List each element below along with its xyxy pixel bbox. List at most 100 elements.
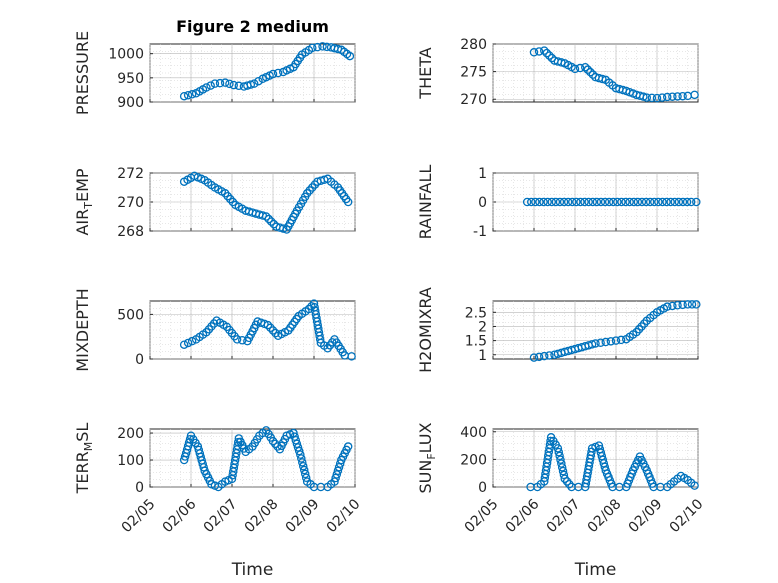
x-tick-label: 02/05: [119, 496, 159, 536]
data-point: [299, 465, 309, 475]
data-point: [225, 79, 234, 89]
data-point: [645, 197, 655, 207]
data-point: [343, 197, 353, 207]
data-point: [315, 335, 325, 344]
data-point: [633, 197, 643, 207]
data-point: [264, 214, 273, 224]
data-point: [297, 454, 306, 463]
data-point: [529, 48, 539, 57]
data-point: [639, 92, 648, 101]
data-point: [683, 300, 693, 309]
data-point: [345, 51, 355, 61]
data-point: [609, 197, 618, 207]
data-point: [187, 90, 197, 99]
data-point: [547, 197, 557, 207]
data-point: [690, 481, 699, 490]
x-tick-label: 02/06: [503, 496, 543, 536]
data-point: [673, 92, 682, 101]
data-point: [632, 327, 641, 337]
data-point: [557, 459, 566, 468]
data-point: [611, 336, 621, 345]
data-point: [202, 83, 211, 92]
data-point: [234, 81, 244, 91]
data-point: [535, 197, 544, 207]
data-point: [650, 197, 659, 207]
data-point: [540, 351, 549, 361]
data-point: [293, 443, 303, 452]
data-point: [639, 319, 649, 328]
y-tick-label: 272: [117, 166, 144, 182]
data-point: [557, 58, 566, 67]
data-point: [278, 224, 288, 233]
data-point: [301, 473, 311, 483]
data-point: [678, 197, 688, 207]
data-point: [591, 339, 600, 348]
data-point: [534, 352, 544, 362]
data-point: [637, 197, 647, 207]
data-point: [531, 197, 540, 207]
subplot-mixdepth: 0 500 MIXDEPTH: [73, 288, 356, 372]
y-tick-label: 280: [460, 37, 487, 53]
data-point: [637, 322, 646, 331]
x-tick-label: 02/08: [585, 496, 625, 536]
data-point: [668, 301, 677, 311]
data-point: [246, 80, 256, 89]
data-point: [179, 340, 189, 349]
data-point: [290, 432, 299, 441]
data-point: [601, 337, 611, 347]
data-point: [598, 74, 607, 84]
y-tick-label: 0: [478, 195, 487, 211]
data-point: [300, 469, 310, 479]
y-tick-label: 400: [460, 425, 487, 441]
data-point: [678, 300, 687, 310]
data-point: [575, 63, 585, 73]
data-point: [254, 76, 263, 86]
y-tick-label: 100: [117, 453, 144, 469]
y-axis-label: RAINFALL: [416, 165, 435, 240]
data-point: [657, 93, 667, 102]
data-point: [261, 212, 271, 221]
data-point: [187, 336, 197, 346]
subplot-theta: 270 275 280 THETA: [416, 37, 699, 108]
data-point: [335, 459, 345, 468]
y-tick-label: 0: [478, 480, 487, 496]
data-point: [555, 451, 564, 461]
data-point: [570, 64, 580, 74]
data-point: [682, 197, 692, 207]
data-point: [273, 68, 283, 78]
x-tick-label: 02/05: [462, 496, 502, 536]
data-point: [527, 197, 536, 207]
data-point: [545, 351, 554, 360]
x-tick-label: 02/09: [283, 496, 323, 536]
data-point: [616, 335, 626, 345]
data-point: [553, 444, 563, 453]
x-tick-label: 02/07: [544, 496, 584, 536]
data-point: [600, 197, 610, 207]
data-point: [291, 435, 301, 445]
data-point: [220, 78, 230, 87]
data-point: [613, 197, 622, 207]
data-point: [229, 80, 238, 90]
y-axis-label: TERRMSL: [73, 423, 95, 495]
x-tick-label: 02/07: [201, 496, 241, 536]
y-axis-label: AIRTEMP: [73, 168, 95, 235]
y-axis-label: MIXDEPTH: [73, 288, 92, 371]
data-point: [551, 197, 561, 207]
data-point: [629, 197, 639, 207]
x-axis-label: Time: [574, 560, 617, 580]
data-point: [563, 197, 573, 207]
data-point: [647, 93, 657, 103]
data-point: [621, 197, 630, 207]
subplot-terr-msl: 0 100 200 TERRMSL 02/05 02/06 02/07 02/08 02/09 0…: [73, 423, 363, 580]
data-point: [641, 197, 651, 207]
data-point: [559, 470, 569, 480]
data-point: [299, 461, 308, 471]
data-point: [183, 338, 193, 348]
data-point: [313, 42, 322, 52]
y-tick-label: 200: [117, 426, 144, 442]
data-point: [263, 320, 273, 330]
subplot-pressure: 900 950 1000 PRESSURE Figure 2 medium: [73, 17, 356, 115]
data-point: [678, 91, 687, 101]
y-tick-label: 270: [117, 195, 144, 211]
